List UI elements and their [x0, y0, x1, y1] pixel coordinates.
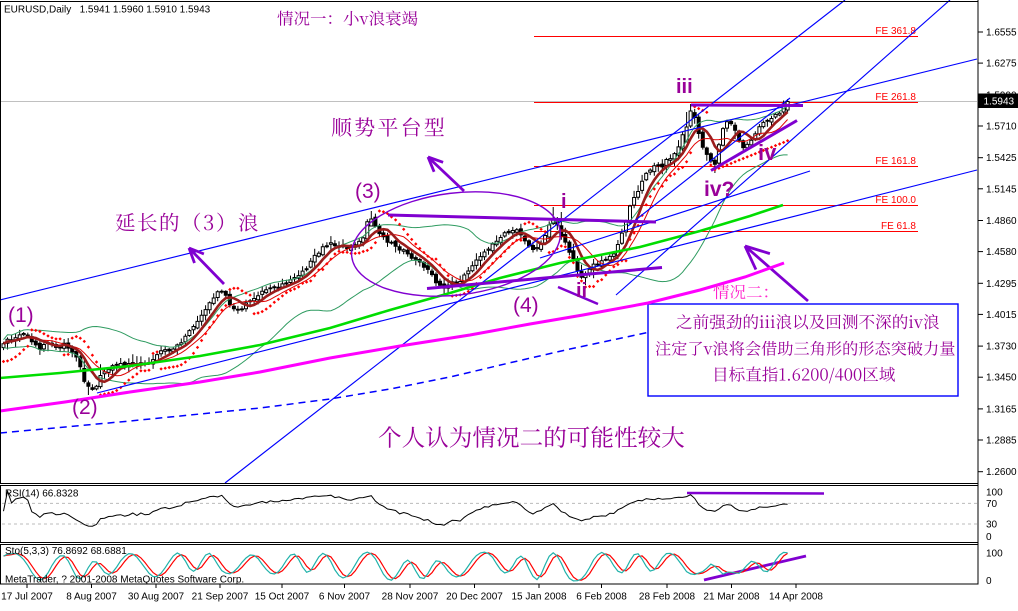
svg-text:FE 61.8: FE 61.8 — [881, 221, 916, 232]
svg-text:1.4295: 1.4295 — [986, 279, 1017, 290]
svg-text:1.5425: 1.5425 — [986, 153, 1017, 164]
svg-text:FE 100.0: FE 100.0 — [875, 195, 916, 206]
svg-text:70: 70 — [986, 499, 998, 510]
svg-text:(1): (1) — [8, 304, 34, 327]
svg-text:15 Jan 2008: 15 Jan 2008 — [511, 592, 566, 603]
svg-text:EURUSD,Daily 1.5941 1.5960 1: EURUSD,Daily 1.5941 1.5960 1.5910 1.5943 — [4, 5, 211, 16]
svg-text:17 Jul 2007: 17 Jul 2007 — [1, 592, 53, 603]
svg-text:21 Sep 2007: 21 Sep 2007 — [192, 592, 249, 603]
svg-text:1.3165: 1.3165 — [986, 404, 1017, 415]
svg-text:6 Nov 2007: 6 Nov 2007 — [319, 592, 371, 603]
svg-text:1.3730: 1.3730 — [986, 342, 1017, 353]
svg-text:14 Apr 2008: 14 Apr 2008 — [769, 592, 823, 603]
svg-text:ii: ii — [576, 280, 587, 302]
svg-text:0: 0 — [986, 532, 992, 543]
svg-text:iv?: iv? — [704, 178, 734, 201]
svg-text:30 Aug 2007: 30 Aug 2007 — [128, 592, 185, 603]
svg-text:FE 161.8: FE 161.8 — [875, 156, 916, 167]
svg-text:100: 100 — [986, 487, 1003, 498]
svg-text:1.4015: 1.4015 — [986, 310, 1017, 321]
svg-text:6 Feb 2008: 6 Feb 2008 — [576, 592, 627, 603]
svg-text:100: 100 — [986, 549, 1003, 560]
svg-text:1.6555: 1.6555 — [986, 28, 1017, 39]
svg-text:MetaTrader, ? 2001-2008 MetaQu: MetaTrader, ? 2001-2008 MetaQuotes Softw… — [5, 575, 244, 586]
svg-text:1.4860: 1.4860 — [986, 216, 1017, 227]
svg-text:28 Feb 2008: 28 Feb 2008 — [639, 592, 696, 603]
svg-text:20 Dec 2007: 20 Dec 2007 — [446, 592, 503, 603]
svg-text:8 Aug 2007: 8 Aug 2007 — [66, 592, 117, 603]
svg-text:1.6275: 1.6275 — [986, 59, 1017, 70]
svg-text:i: i — [561, 191, 567, 213]
svg-text:Sto(5,3,3) 76.8692 68.6881: Sto(5,3,3) 76.8692 68.6881 — [5, 546, 127, 557]
svg-text:1.2600: 1.2600 — [986, 467, 1017, 478]
svg-text:1.5145: 1.5145 — [986, 184, 1017, 195]
svg-text:0: 0 — [986, 576, 992, 587]
svg-text:1.4580: 1.4580 — [986, 247, 1017, 258]
svg-text:(2): (2) — [72, 396, 98, 419]
svg-text:iv: iv — [758, 140, 777, 165]
svg-text:30: 30 — [986, 520, 998, 531]
svg-text:15 Oct 2007: 15 Oct 2007 — [255, 592, 310, 603]
svg-text:1.3450: 1.3450 — [986, 373, 1017, 384]
svg-text:iii: iii — [676, 76, 693, 98]
svg-text:1.5943: 1.5943 — [984, 97, 1015, 108]
svg-text:1.5710: 1.5710 — [986, 122, 1017, 133]
svg-text:1.2885: 1.2885 — [986, 436, 1017, 447]
svg-text:21 Mar 2008: 21 Mar 2008 — [703, 592, 760, 603]
svg-text:RSI(14) 66.8328: RSI(14) 66.8328 — [5, 489, 79, 500]
svg-text:(3): (3) — [355, 180, 381, 203]
svg-text:28 Nov 2007: 28 Nov 2007 — [382, 592, 439, 603]
svg-text:FE 261.8: FE 261.8 — [875, 92, 916, 103]
svg-text:(4): (4) — [513, 294, 539, 317]
